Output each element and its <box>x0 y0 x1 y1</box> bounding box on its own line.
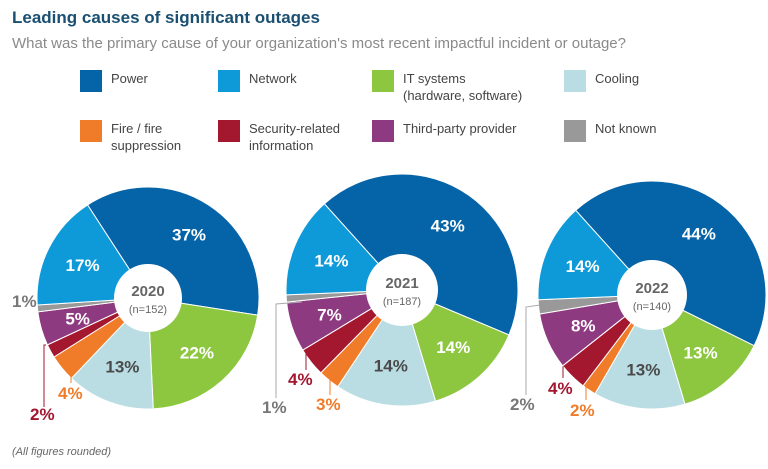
legend-label-fire: Fire / fire suppression <box>111 121 182 153</box>
donut-hole-2021 <box>366 254 438 326</box>
legend-item-notknown: Not known <box>564 120 656 142</box>
data-label-2020-network: 17% <box>66 256 100 275</box>
legend-item-cooling: Cooling <box>564 70 639 92</box>
data-label-2022-fire: 2% <box>570 401 595 420</box>
slice-2022-power <box>575 180 767 347</box>
legend-label-notknown: Not known <box>595 121 657 136</box>
data-label-2022-notknown: 2% <box>510 395 535 414</box>
legend-swatch-notknown <box>564 120 586 142</box>
slice-2020-power <box>86 186 260 316</box>
data-label-2020-it: 22% <box>180 344 214 363</box>
data-label-2021-cooling: 14% <box>374 357 408 376</box>
legend-swatch-thirdparty <box>372 120 394 142</box>
legend-swatch-security <box>218 120 240 142</box>
data-label-2021-power: 43% <box>431 217 465 236</box>
data-label-2022-power: 44% <box>682 224 716 243</box>
data-label-2021-security: 4% <box>288 370 313 389</box>
center-year-2021: 2021 <box>385 275 418 292</box>
data-label-2022-security: 4% <box>548 379 573 398</box>
slice-2021-power <box>323 173 519 336</box>
data-label-2022-thirdparty: 8% <box>571 317 596 336</box>
leader-line-2022-notknown <box>525 304 541 395</box>
leader-line-2021-notknown <box>275 301 303 398</box>
data-label-2020-power: 37% <box>172 226 206 245</box>
legend-item-it: IT systems (hardware, software) <box>372 70 522 104</box>
pie-2020: 37% 22% 13% 4%2% 5% 1% 17% 2020 (n=152) <box>12 186 260 424</box>
legend-item-fire: Fire / fire suppression <box>80 120 181 154</box>
legend-label-power: Power <box>111 71 148 86</box>
slice-2022-it <box>651 294 755 405</box>
data-label-2022-it: 13% <box>684 343 718 362</box>
legend-item-network: Network <box>218 70 297 92</box>
legend-swatch-fire <box>80 120 102 142</box>
data-label-2020-thirdparty: 5% <box>65 309 90 328</box>
data-label-2020-cooling: 13% <box>105 358 139 377</box>
legend-label-security: Security-related information <box>249 121 341 153</box>
slice-2022-cooling <box>594 293 686 410</box>
chart-title: Leading causes of significant outages <box>12 8 320 27</box>
donut-hole-2020 <box>114 264 182 332</box>
center-n-2022: (n=140) <box>633 301 671 313</box>
data-label-2022-network: 14% <box>566 257 600 276</box>
data-label-2020-notknown: 1% <box>12 292 37 311</box>
center-n-2021: (n=187) <box>383 296 421 308</box>
legend-swatch-network <box>218 70 240 92</box>
center-year-2020: 2020 <box>131 283 164 300</box>
legend-swatch-power <box>80 70 102 92</box>
slice-2021-it <box>401 289 510 402</box>
legend-swatch-it <box>372 70 394 92</box>
donut-hole-2022 <box>617 260 687 330</box>
leader-line-2020-security <box>43 344 46 407</box>
slice-2020-it <box>147 297 259 410</box>
center-n-2020: (n=152) <box>129 304 167 316</box>
legend-item-thirdparty: Third-party provider <box>372 120 516 142</box>
data-label-2022-cooling: 13% <box>626 361 660 380</box>
data-label-2020-security: 2% <box>30 405 55 424</box>
legend-swatch-cooling <box>564 70 586 92</box>
legend-item-power: Power <box>80 70 148 92</box>
footnote: (All figures rounded) <box>12 446 112 458</box>
center-year-2022: 2022 <box>635 280 668 297</box>
legend-label-network: Network <box>249 71 297 86</box>
data-label-2021-network: 14% <box>314 251 348 270</box>
data-label-2021-thirdparty: 7% <box>317 305 342 324</box>
chart-subtitle: What was the primary cause of your organ… <box>12 35 626 52</box>
pie-2021: 43% 14% 14% 3%4% 7% 1% 14% 2021 (n=187) <box>262 173 519 417</box>
data-label-2020-fire: 4% <box>58 384 83 403</box>
pie-2022: 44% 13% 13% 2% 4% 8% 2% 14% 2022 (n=140) <box>510 180 767 420</box>
data-label-2021-it: 14% <box>436 338 470 357</box>
slice-2021-cooling <box>337 288 437 407</box>
data-label-2021-notknown: 1% <box>262 398 287 417</box>
legend-label-it: IT systems (hardware, software) <box>403 71 523 103</box>
legend-item-security: Security-related information <box>218 120 340 154</box>
data-label-2021-fire: 3% <box>316 395 341 414</box>
legend-label-thirdparty: Third-party provider <box>403 121 517 136</box>
legend-label-cooling: Cooling <box>595 71 640 86</box>
